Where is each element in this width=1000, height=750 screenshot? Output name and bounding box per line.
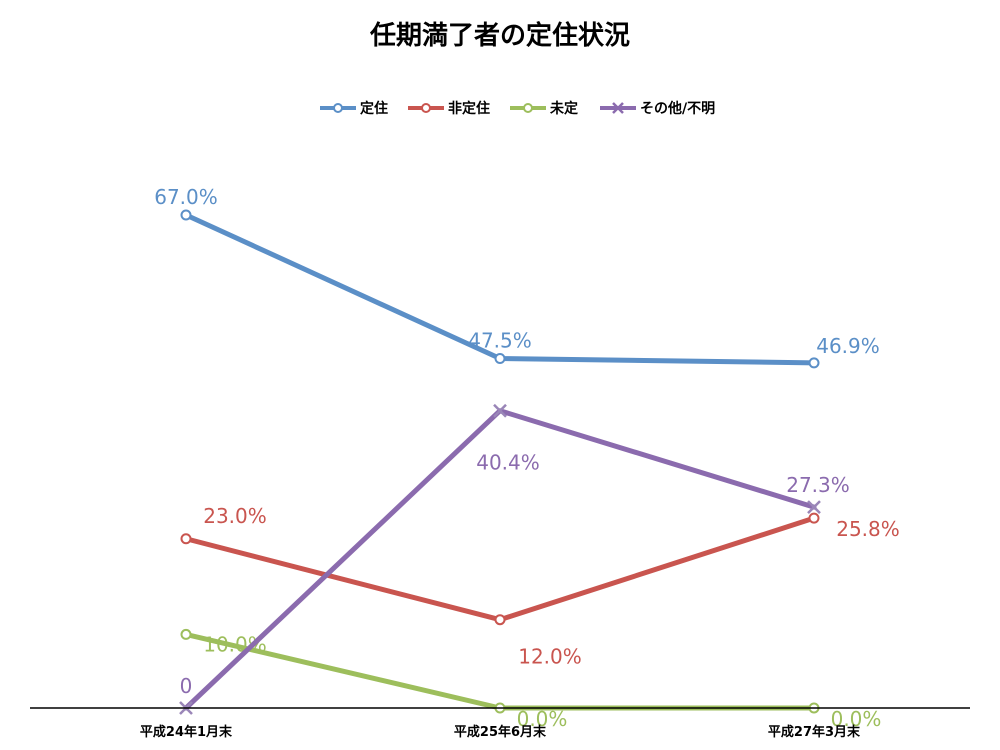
x-tick-label: 平成24年1月末	[140, 724, 233, 740]
legend-label: 未定	[550, 100, 578, 117]
data-point	[493, 403, 507, 418]
data-label: 47.5%	[468, 328, 532, 352]
data-point	[808, 357, 820, 369]
legend-marker	[333, 103, 343, 113]
series-line	[183, 515, 817, 623]
x-tick-label: 平成25年6月末	[454, 724, 547, 740]
chart-title: 任期満了者の定住状況	[369, 20, 630, 51]
data-label: 23.0%	[203, 504, 267, 528]
data-point	[808, 512, 820, 524]
x-axis-tick-labels: 平成24年1月末 平成25年6月末 平成27年3月末	[140, 724, 861, 740]
data-label: 0	[180, 674, 193, 698]
data-point	[807, 500, 821, 515]
data-point	[180, 628, 192, 640]
series: 23.0% 12.0% 25.8%	[180, 504, 900, 669]
data-label: 12.0%	[518, 645, 582, 669]
legend-item: 非定住	[408, 100, 490, 117]
data-label: 25.8%	[836, 517, 900, 541]
data-label: 0.0%	[831, 707, 882, 731]
data-label: 40.4%	[476, 451, 540, 475]
legend: 定住 非定住 未定 その他/不明	[320, 100, 715, 117]
legend-label: 非定住	[448, 100, 490, 117]
legend-marker	[612, 102, 624, 114]
data-label: 10.0%	[203, 632, 267, 656]
data-point	[180, 533, 192, 545]
legend-item: 未定	[510, 100, 578, 117]
series-line	[183, 631, 817, 711]
legend-item: その他/不明	[600, 100, 715, 117]
data-point	[494, 352, 506, 364]
data-label: 67.0%	[154, 185, 218, 209]
series: 0 40.4% 27.3%	[179, 403, 850, 715]
data-point	[494, 614, 506, 626]
data-label: 46.9%	[816, 334, 880, 358]
legend-marker	[523, 103, 533, 113]
x-tick-label: 平成27年3月末	[768, 724, 861, 740]
legend-marker	[421, 103, 431, 113]
legend-label: 定住	[360, 100, 388, 117]
legend-label: その他/不明	[640, 100, 715, 117]
data-label: 0.0%	[517, 707, 568, 731]
data-label: 27.3%	[786, 473, 850, 497]
plot-area: 67.0%47.5% 46.9%23.0%12.0%25.8%10.0%0.0% 0…	[154, 185, 900, 731]
data-point	[180, 209, 192, 221]
series: 67.0% 47.5% 46.9%	[154, 185, 880, 369]
legend-item: 定住	[320, 100, 388, 117]
